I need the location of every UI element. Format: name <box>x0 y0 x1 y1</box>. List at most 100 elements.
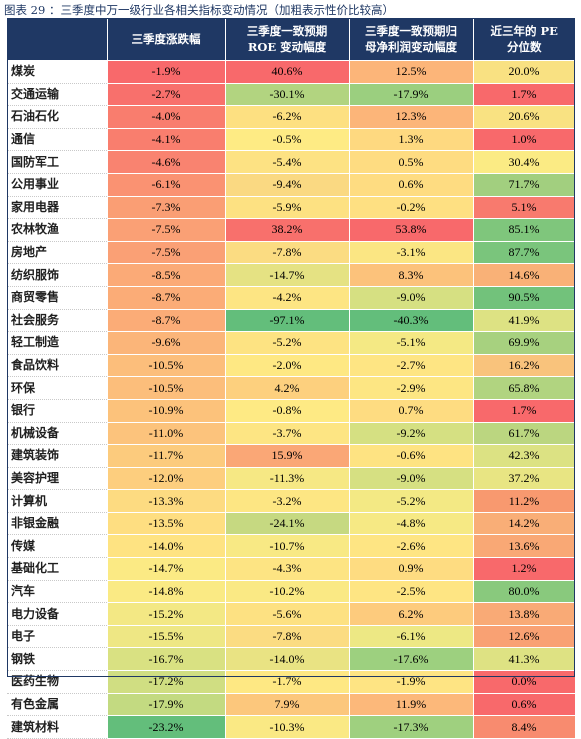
net-profit-change-cell: 0.9% <box>349 557 474 581</box>
net-profit-change-cell: -2.7% <box>349 354 474 378</box>
net-profit-change-cell: -2.9% <box>349 376 474 400</box>
industry-name-cell: 美容护理 <box>7 467 108 491</box>
table-row: 机械设备 -11.0% -3.7% -9.2% 61.7% <box>7 422 576 446</box>
table-row: 社会服务 -8.7% -97.1% -40.3% 41.9% <box>7 309 576 333</box>
q3-change-cell: -12.0% <box>107 467 226 491</box>
table-row: 家用电器 -7.3% -5.9% -0.2% 5.1% <box>7 196 576 220</box>
pe-percentile-cell: 5.1% <box>473 196 576 220</box>
header-roe-change: 三季度一致预期 ROE 变动幅度 <box>225 18 350 61</box>
table-row: 房地产 -7.5% -7.8% -3.1% 87.7% <box>7 241 576 265</box>
header-line: 三季度一致预期归 <box>365 24 457 38</box>
roe-change-cell: -14.7% <box>225 263 350 287</box>
q3-change-cell: -17.2% <box>107 670 226 694</box>
roe-change-cell: -0.5% <box>225 128 350 152</box>
industry-name-cell: 建筑装饰 <box>7 444 108 468</box>
table-row: 通信 -4.1% -0.5% 1.3% 1.0% <box>7 128 576 152</box>
q3-change-cell: -7.3% <box>107 196 226 220</box>
table-row: 汽车 -14.8% -10.2% -2.5% 80.0% <box>7 580 576 604</box>
industry-name-cell: 煤炭 <box>7 60 108 84</box>
roe-change-cell: -7.8% <box>225 241 350 265</box>
net-profit-change-cell: -2.6% <box>349 534 474 559</box>
table-row: 基础化工 -14.7% -4.3% 0.9% 1.2% <box>7 557 576 581</box>
industry-name-cell: 基础化工 <box>7 557 108 581</box>
table-row: 交通运输 -2.7% -30.1% -17.9% 1.7% <box>7 83 576 107</box>
roe-change-cell: -3.2% <box>225 489 350 513</box>
net-profit-change-cell: -2.5% <box>349 580 474 604</box>
pe-percentile-cell: 14.6% <box>473 263 576 287</box>
pe-percentile-cell: 16.2% <box>473 354 576 378</box>
roe-change-cell: -14.0% <box>225 647 350 672</box>
table-header-row: 三季度涨跌幅 三季度一致预期 ROE 变动幅度 三季度一致预期归 母净利润变动幅… <box>7 18 575 61</box>
pe-percentile-cell: 30.4% <box>473 150 576 174</box>
q3-change-cell: -4.6% <box>107 150 226 174</box>
q3-change-cell: -9.6% <box>107 331 226 355</box>
roe-change-cell: -4.2% <box>225 286 350 310</box>
net-profit-change-cell: -40.3% <box>349 309 474 333</box>
roe-change-cell: -4.3% <box>225 557 350 581</box>
industry-name-cell: 有色金属 <box>7 693 108 717</box>
net-profit-change-cell: -9.2% <box>349 422 474 446</box>
net-profit-change-cell: 0.6% <box>349 173 474 197</box>
net-profit-change-cell: 0.5% <box>349 150 474 174</box>
pe-percentile-cell: 12.6% <box>473 625 576 649</box>
net-profit-change-cell: 1.3% <box>349 128 474 152</box>
table-row: 国防军工 -4.6% -5.4% 0.5% 30.4% <box>7 150 576 174</box>
q3-change-cell: -15.2% <box>107 602 226 626</box>
net-profit-change-cell: -3.1% <box>349 241 474 265</box>
q3-change-cell: -17.9% <box>107 693 226 717</box>
roe-change-cell: -5.4% <box>225 150 350 174</box>
q3-change-cell: -8.5% <box>107 263 226 287</box>
roe-change-cell: -30.1% <box>225 83 350 107</box>
header-line: 分位数 <box>507 40 542 54</box>
roe-change-cell: -97.1% <box>225 309 350 333</box>
q3-change-cell: -8.7% <box>107 286 226 310</box>
roe-change-cell: 4.2% <box>225 376 350 400</box>
pe-percentile-cell: 0.0% <box>473 670 576 694</box>
industry-name-cell: 商贸零售 <box>7 286 108 310</box>
pe-percentile-cell: 37.2% <box>473 467 576 491</box>
table-row: 建筑装饰 -11.7% 15.9% -0.6% 42.3% <box>7 444 576 468</box>
table-row: 公用事业 -6.1% -9.4% 0.6% 71.7% <box>7 173 576 197</box>
roe-change-cell: 7.9% <box>225 693 350 717</box>
net-profit-change-cell: -4.8% <box>349 512 474 536</box>
q3-change-cell: -10.5% <box>107 354 226 378</box>
industry-name-cell: 环保 <box>7 376 108 400</box>
table-row: 电力设备 -15.2% -5.6% 6.2% 13.8% <box>7 602 576 626</box>
industry-name-cell: 计算机 <box>7 489 108 513</box>
roe-change-cell: -5.2% <box>225 331 350 355</box>
roe-change-cell: -9.4% <box>225 173 350 197</box>
net-profit-change-cell: -5.1% <box>349 331 474 355</box>
table-row: 银行 -10.9% -0.8% 0.7% 1.7% <box>7 399 576 423</box>
q3-change-cell: -16.7% <box>107 647 226 672</box>
industry-name-cell: 汽车 <box>7 580 108 604</box>
pe-percentile-cell: 1.2% <box>473 557 576 581</box>
industry-name-cell: 轻工制造 <box>7 331 108 355</box>
net-profit-change-cell: -5.2% <box>349 489 474 513</box>
pe-percentile-cell: 87.7% <box>473 241 576 265</box>
header-line: 母净利润变动幅度 <box>365 40 457 54</box>
pe-percentile-cell: 42.3% <box>473 444 576 468</box>
industry-indicator-table: 三季度涨跌幅 三季度一致预期 ROE 变动幅度 三季度一致预期归 母净利润变动幅… <box>7 18 576 739</box>
header-line: ROE 变动幅度 <box>247 40 327 54</box>
pe-percentile-cell: 41.3% <box>473 647 576 672</box>
pe-percentile-cell: 85.1% <box>473 218 576 242</box>
q3-change-cell: -14.0% <box>107 534 226 559</box>
q3-change-cell: -10.9% <box>107 399 226 423</box>
q3-change-cell: -4.1% <box>107 128 226 152</box>
industry-name-cell: 电力设备 <box>7 602 108 626</box>
industry-name-cell: 房地产 <box>7 241 108 265</box>
net-profit-change-cell: -17.3% <box>349 715 474 739</box>
roe-change-cell: -1.7% <box>225 670 350 694</box>
net-profit-change-cell: -0.2% <box>349 196 474 220</box>
industry-name-cell: 银行 <box>7 399 108 423</box>
q3-change-cell: -4.0% <box>107 105 226 129</box>
q3-change-cell: -2.7% <box>107 83 226 107</box>
pe-percentile-cell: 14.2% <box>473 512 576 536</box>
header-line: 三季度涨跌幅 <box>131 32 201 46</box>
figure-caption: 图表 29 ：三季度中万一级行业各相关指标变动情况（加粗表示性价比较高） <box>4 3 394 17</box>
header-line: 三季度一致预期 <box>246 24 328 38</box>
pe-percentile-cell: 80.0% <box>473 580 576 604</box>
pe-percentile-cell: 11.2% <box>473 489 576 513</box>
pe-percentile-cell: 65.8% <box>473 376 576 400</box>
table-row: 非银金融 -13.5% -24.1% -4.8% 14.2% <box>7 512 576 536</box>
